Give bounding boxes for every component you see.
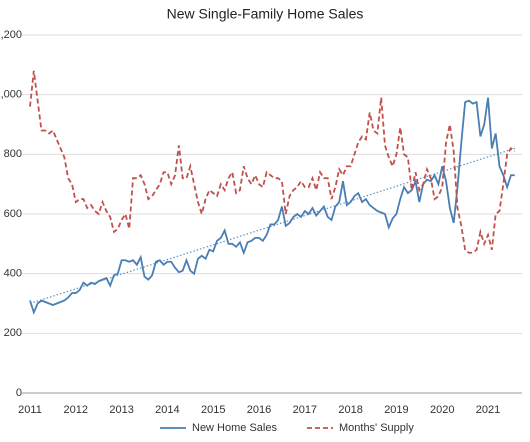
y-tick-label: 800 [4,148,22,160]
y-tick-label: 600 [4,208,22,220]
series-line [29,97,515,316]
legend-label: New Home Sales [192,422,277,434]
x-tick-label: 2021 [476,404,500,416]
x-tick-label: 2015 [201,404,225,416]
legend-label: Months' Supply [339,422,414,434]
x-tick-label: 2011 [18,404,42,416]
y-tick-label: 1,200 [0,29,22,41]
x-tick-label: 2020 [430,404,454,416]
x-tick-label: 2017 [293,404,317,416]
y-tick-label: 400 [4,268,22,280]
y-tick-label: 200 [4,327,22,339]
series-line [29,70,516,254]
x-tick-label: 2013 [109,404,133,416]
trend-line [29,147,515,305]
x-tick-label: 2019 [384,404,408,416]
y-tick-label: 0 [16,387,22,399]
y-tick-label: 1,000 [0,89,22,101]
x-tick-label: 2018 [338,404,362,416]
x-tick-label: 2014 [155,404,179,416]
chart-title: New Single-Family Home Sales [167,6,364,22]
x-tick-label: 2012 [64,404,88,416]
x-tick-label: 2016 [247,404,271,416]
